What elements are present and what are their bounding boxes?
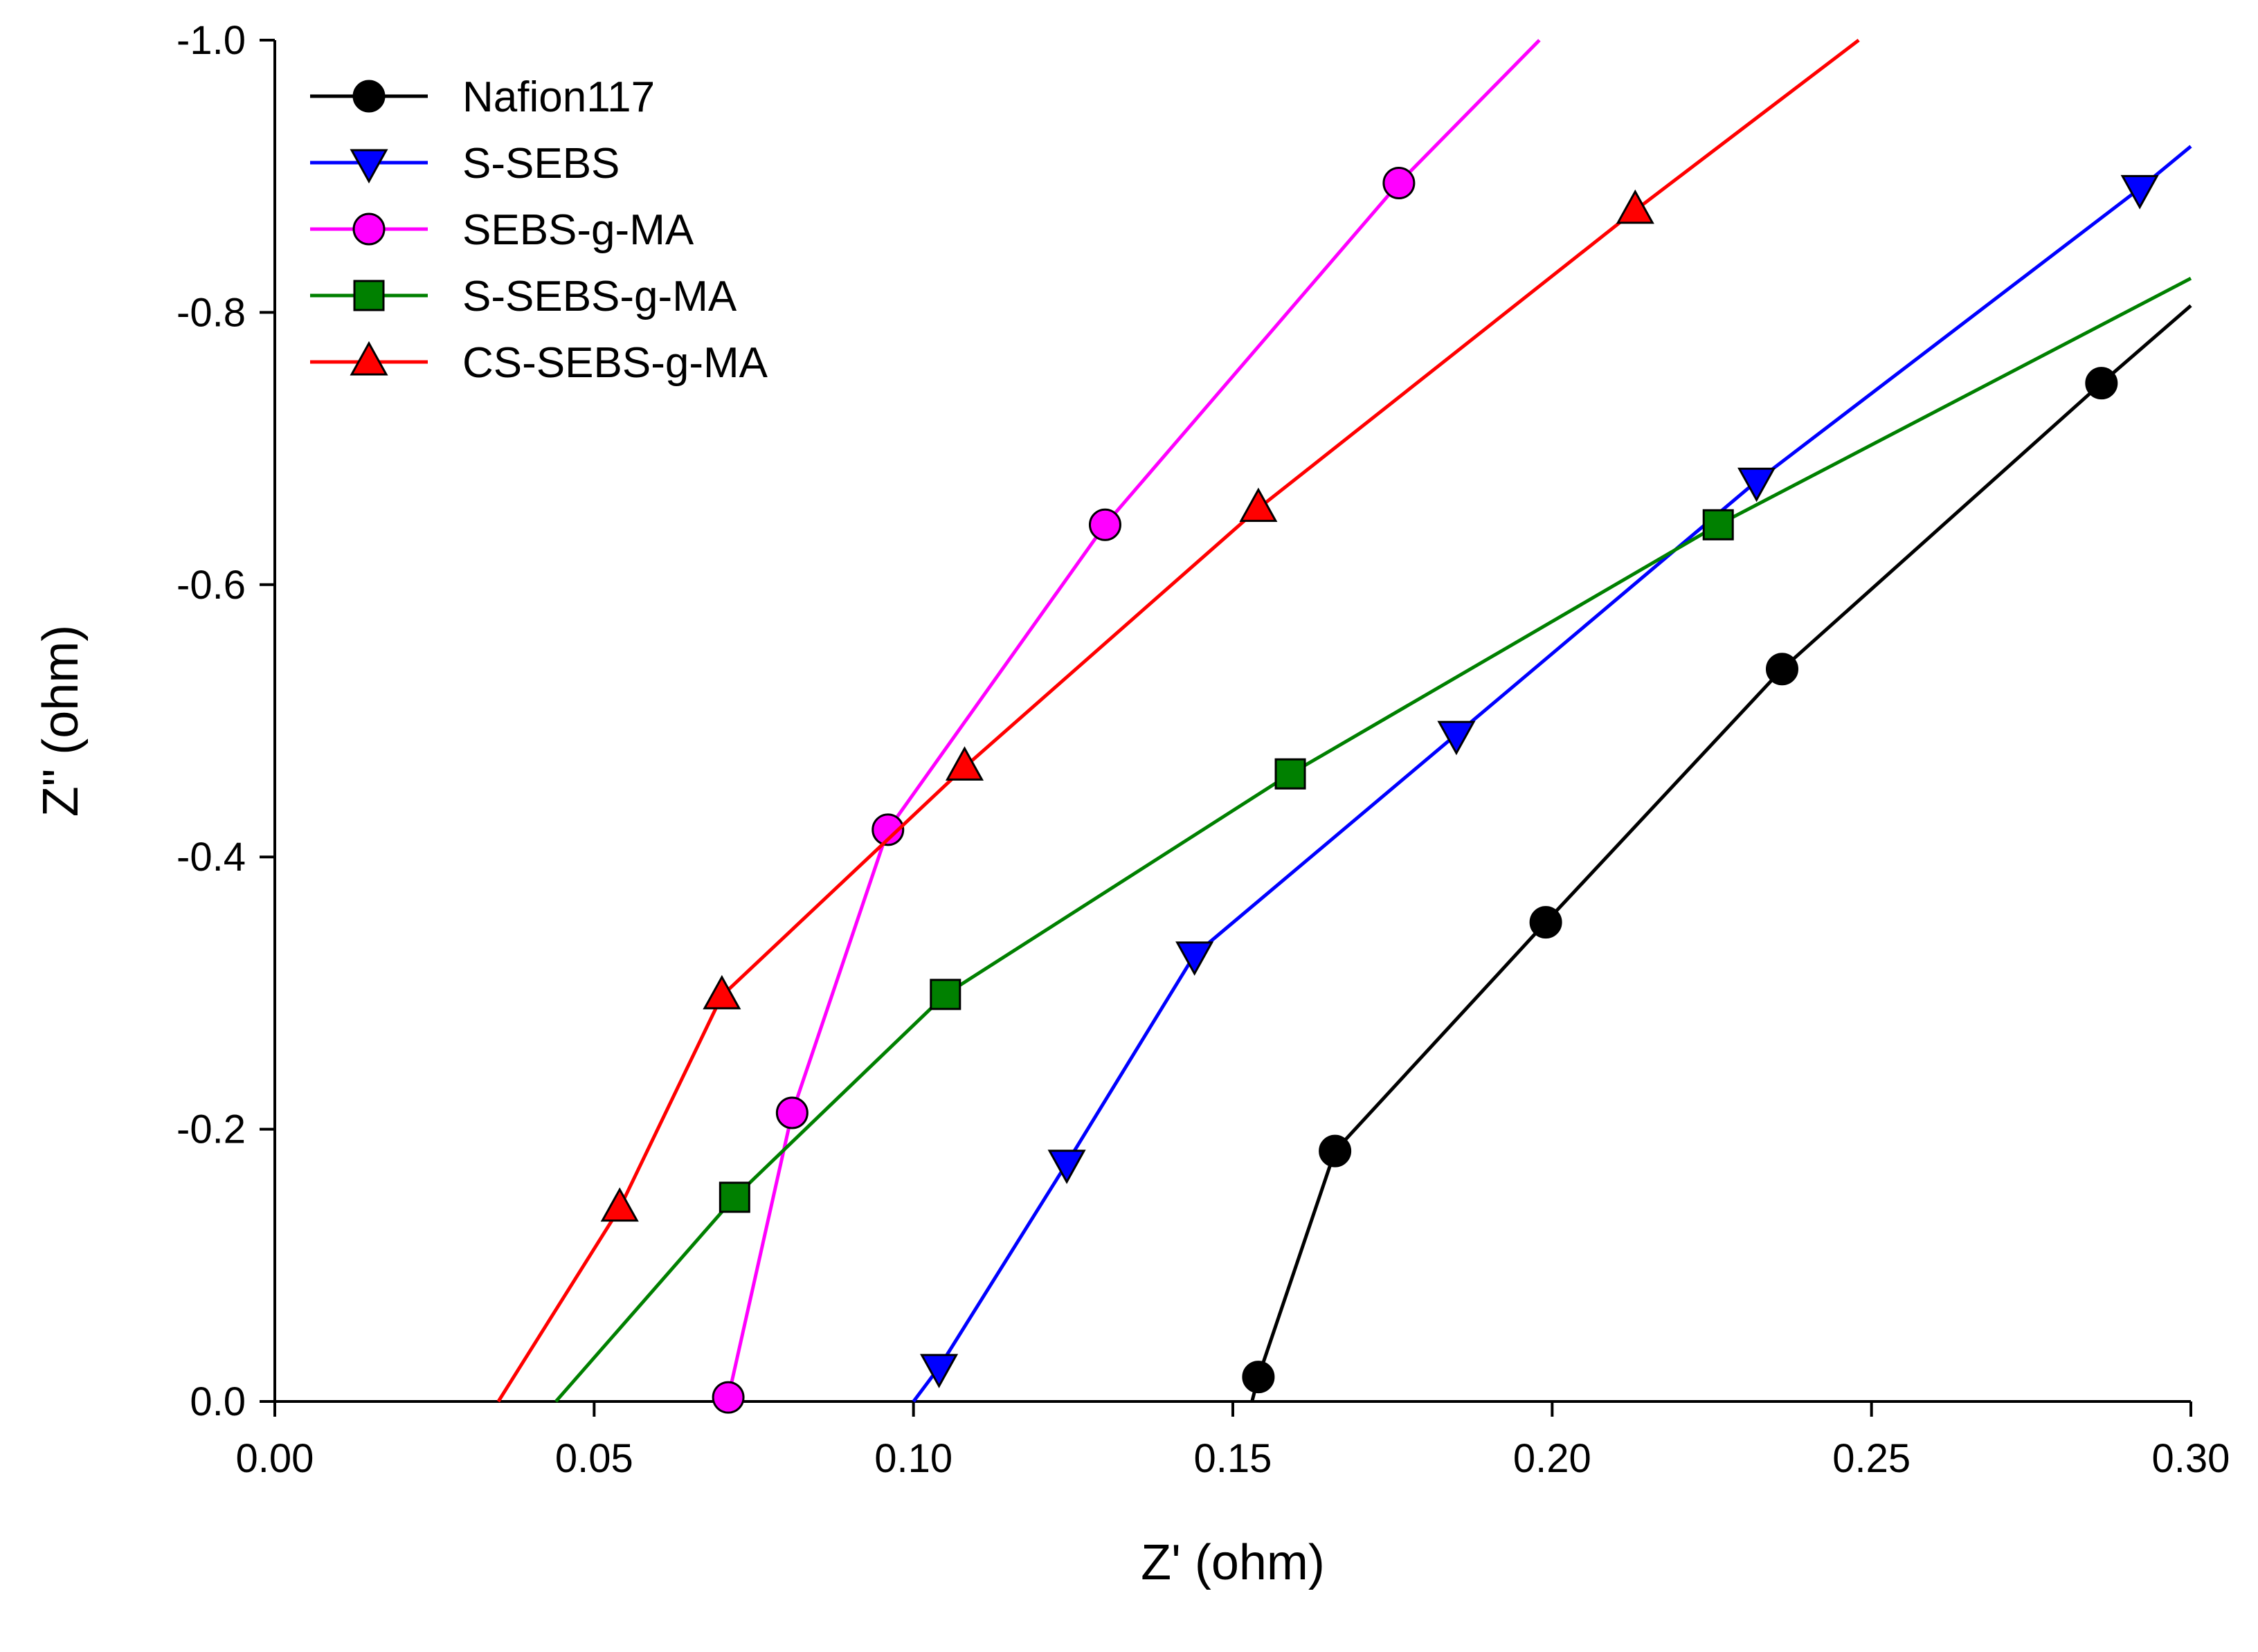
data-point-nafion117	[1529, 906, 1562, 939]
data-point-s-sebs-g-ma	[930, 979, 961, 1010]
series-line-s-sebs-g-ma	[554, 276, 2192, 1403]
legend-item-sebs-g-ma: SEBS-g-MA	[310, 206, 694, 254]
y-tick-label: -0.4	[177, 835, 246, 880]
data-point-sebs-g-ma	[1088, 508, 1121, 541]
legend-label: CS-SEBS-g-MA	[462, 339, 768, 387]
x-tick-label: 0.15	[1194, 1436, 1272, 1481]
legend-item-s-sebs-g-ma: S-SEBS-g-MA	[310, 273, 737, 320]
series-s-sebs-g-ma	[554, 276, 2192, 1403]
data-point-nafion117	[2085, 367, 2118, 400]
data-point-sebs-g-ma	[871, 813, 905, 846]
legend-label: S-SEBS	[462, 140, 620, 188]
y-axis-title: Z" (ohm)	[33, 625, 89, 817]
data-point-s-sebs	[1437, 720, 1476, 756]
series-nafion117	[1242, 304, 2192, 1402]
series-line-cs-sebs-g-ma	[496, 39, 1860, 1403]
legend-item-cs-sebs-g-ma: CS-SEBS-g-MA	[310, 339, 768, 387]
data-point-s-sebs-g-ma	[1702, 509, 1734, 541]
data-point-cs-sebs-g-ma	[1239, 487, 1278, 523]
legend-label: Nafion117	[462, 73, 655, 121]
legend-marker	[352, 80, 386, 113]
data-point-cs-sebs-g-ma	[945, 746, 984, 781]
x-tick-label: 0.25	[1832, 1436, 1911, 1481]
x-tick-label: 0.10	[874, 1436, 952, 1481]
x-tick-label: 0.20	[1513, 1436, 1591, 1481]
data-point-nafion117	[1319, 1134, 1352, 1168]
legend-marker	[352, 212, 386, 246]
y-tick-label: -0.6	[177, 563, 246, 608]
legend-marker	[353, 280, 385, 311]
x-tick-label: 0.00	[236, 1436, 314, 1481]
x-tick-label: 0.30	[2152, 1436, 2230, 1481]
data-point-nafion117	[1765, 653, 1798, 686]
series-layer	[496, 39, 2192, 1414]
data-point-s-sebs	[2120, 174, 2159, 210]
series-line-s-sebs	[912, 145, 2192, 1403]
data-point-s-sebs	[1175, 941, 1214, 976]
data-point-sebs-g-ma	[712, 1381, 745, 1414]
data-point-nafion117	[1242, 1361, 1275, 1394]
series-line-nafion117	[1250, 304, 2192, 1402]
legend: Nafion117 S-SEBS SEBS-g-MA S-SEBS-g-MA CS-SE…	[310, 73, 768, 387]
data-point-sebs-g-ma	[1382, 167, 1416, 200]
data-point-s-sebs	[920, 1354, 959, 1388]
y-tick-label: -1.0	[177, 18, 246, 63]
legend-label: S-SEBS-g-MA	[462, 273, 737, 320]
series-line-sebs-g-ma	[721, 39, 1541, 1404]
data-point-s-sebs-g-ma	[1274, 758, 1306, 790]
data-point-s-sebs	[1047, 1150, 1086, 1184]
data-point-cs-sebs-g-ma	[1616, 189, 1654, 224]
series-s-sebs	[912, 145, 2192, 1403]
legend-item-s-sebs: S-SEBS	[310, 140, 620, 188]
axes: 0.00 0.05 0.10 0.15 0.20 0.25 0.30 0.0 -0.2 -0.4 -…	[177, 18, 2230, 1481]
y-tick-label: -0.2	[177, 1107, 246, 1152]
data-point-cs-sebs-g-ma	[703, 974, 741, 1010]
x-axis-title: Z' (ohm)	[1141, 1535, 1325, 1590]
y-tick-label: -0.8	[177, 290, 246, 335]
data-point-s-sebs	[1737, 467, 1776, 502]
data-point-s-sebs-g-ma	[719, 1181, 750, 1213]
data-point-sebs-g-ma	[775, 1096, 809, 1129]
y-tick-label: 0.0	[190, 1379, 246, 1424]
data-point-cs-sebs-g-ma	[600, 1187, 639, 1222]
series-sebs-g-ma	[712, 39, 1541, 1414]
series-cs-sebs-g-ma	[496, 39, 1860, 1403]
legend-marker	[350, 149, 388, 184]
legend-item-nafion117: Nafion117	[310, 73, 655, 121]
legend-marker	[350, 341, 388, 376]
legend-label: SEBS-g-MA	[462, 206, 694, 254]
x-tick-label: 0.05	[555, 1436, 633, 1481]
